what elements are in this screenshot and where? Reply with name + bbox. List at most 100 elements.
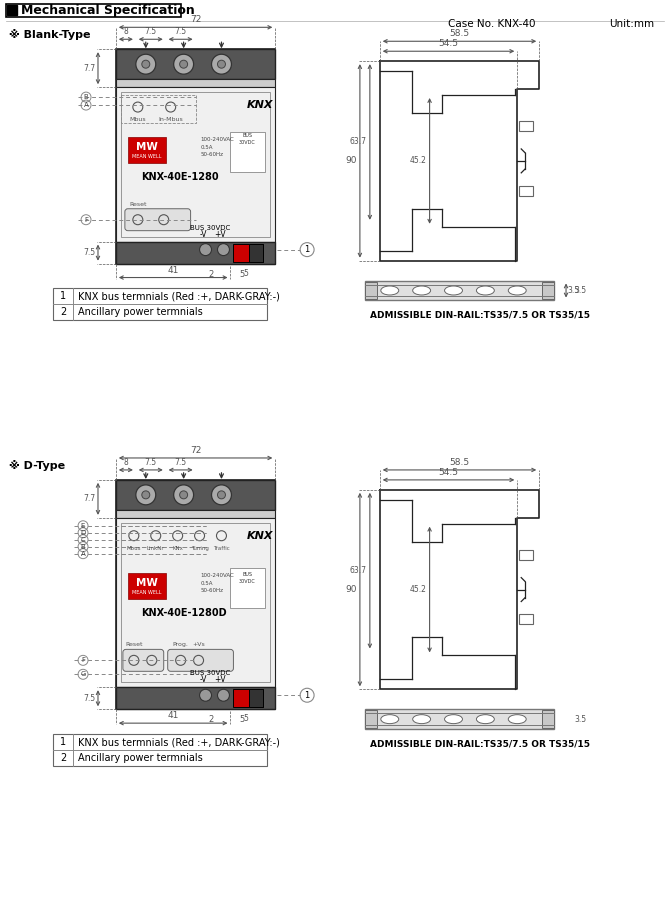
Bar [116, 480, 275, 509]
Bar [233, 689, 263, 707]
Bar [121, 92, 270, 237]
Text: KNX-40E-1280: KNX-40E-1280 [141, 172, 218, 182]
Bar [249, 689, 263, 707]
Bar [53, 289, 267, 320]
Bar [116, 509, 275, 518]
Text: 1: 1 [304, 691, 310, 700]
Bar [116, 79, 275, 87]
Text: LinkNr: LinkNr [147, 545, 165, 551]
Text: 100-240VAC: 100-240VAC [200, 572, 234, 578]
Circle shape [180, 60, 188, 68]
Ellipse shape [476, 286, 494, 295]
Text: -V: -V [200, 230, 207, 239]
Circle shape [174, 54, 194, 74]
Text: Mbus: Mbus [127, 545, 141, 551]
Text: E: E [81, 523, 85, 528]
Text: Case No. KNX-40: Case No. KNX-40 [448, 20, 535, 30]
Text: 1: 1 [60, 292, 66, 301]
Text: 7.5: 7.5 [83, 248, 95, 257]
Text: 7.7: 7.7 [83, 64, 95, 73]
Circle shape [136, 485, 155, 505]
Text: 30VDC: 30VDC [239, 579, 256, 584]
Text: 41: 41 [168, 266, 179, 274]
Text: 90: 90 [346, 156, 357, 165]
Circle shape [218, 491, 226, 499]
Text: KNX bus termnials (Red :+, DARK-GRAY:-): KNX bus termnials (Red :+, DARK-GRAY:-) [78, 737, 280, 747]
Text: A: A [80, 551, 85, 557]
Bar [519, 121, 533, 131]
Text: 3.5: 3.5 [574, 715, 586, 724]
Text: 90: 90 [346, 585, 357, 594]
Ellipse shape [444, 286, 462, 295]
Bar [116, 87, 275, 241]
Text: Tuning: Tuning [191, 545, 208, 551]
Text: MEAN WELL: MEAN WELL [132, 154, 161, 160]
Bar [365, 281, 554, 300]
Text: 5: 5 [240, 715, 245, 724]
Text: BUS 30VDC: BUS 30VDC [190, 224, 230, 231]
Text: B: B [84, 94, 88, 100]
Bar [116, 687, 275, 710]
Text: Prog.: Prog. [173, 642, 188, 648]
Text: BUS: BUS [243, 133, 253, 138]
Text: ※ D-Type: ※ D-Type [9, 460, 66, 471]
Text: 45.2: 45.2 [410, 156, 427, 165]
Ellipse shape [509, 286, 526, 295]
Text: Ancillary power termnials: Ancillary power termnials [78, 308, 203, 318]
Text: +V: +V [214, 230, 226, 239]
Circle shape [180, 491, 188, 499]
Text: 3.5: 3.5 [568, 286, 580, 295]
Circle shape [174, 485, 194, 505]
Text: 5: 5 [243, 714, 248, 723]
Bar [233, 244, 263, 262]
Text: 72: 72 [190, 446, 201, 455]
Bar [121, 523, 270, 683]
Bar [128, 572, 165, 598]
Text: 54.5: 54.5 [439, 39, 458, 48]
Text: 50-60Hz: 50-60Hz [200, 152, 224, 157]
Bar [542, 282, 554, 300]
Bar [365, 710, 554, 729]
Text: F: F [81, 658, 85, 664]
Text: 58.5: 58.5 [450, 30, 470, 39]
Ellipse shape [381, 286, 399, 295]
Bar [53, 734, 267, 766]
Bar [7, 4, 181, 17]
Text: 7.5: 7.5 [175, 27, 187, 36]
Text: F: F [84, 217, 88, 222]
Bar [542, 710, 554, 728]
Text: Traffic: Traffic [213, 545, 230, 551]
Ellipse shape [509, 715, 526, 724]
Circle shape [218, 689, 229, 701]
FancyBboxPatch shape [123, 649, 163, 671]
Text: ADMISSIBLE DIN-RAIL:TS35/7.5 OR TS35/15: ADMISSIBLE DIN-RAIL:TS35/7.5 OR TS35/15 [370, 310, 590, 319]
Circle shape [142, 60, 150, 68]
Text: 63.7: 63.7 [350, 566, 367, 575]
Bar [116, 518, 275, 687]
Circle shape [136, 54, 155, 74]
Ellipse shape [381, 715, 399, 724]
Text: B: B [80, 544, 85, 550]
Text: 0.5A: 0.5A [200, 145, 213, 150]
Text: 3.5: 3.5 [574, 286, 586, 295]
Bar [249, 244, 263, 262]
Text: 63.7: 63.7 [350, 137, 367, 146]
Bar [519, 186, 533, 196]
Text: 45.2: 45.2 [410, 585, 427, 594]
Text: 7.5: 7.5 [145, 458, 157, 467]
Text: 30VDC: 30VDC [239, 140, 256, 145]
Text: 58.5: 58.5 [450, 458, 470, 467]
Text: 7.5: 7.5 [175, 458, 187, 467]
Text: -V: -V [200, 675, 207, 684]
Text: G: G [80, 671, 86, 677]
Bar [519, 550, 533, 560]
FancyBboxPatch shape [168, 649, 233, 671]
Ellipse shape [444, 715, 462, 724]
Circle shape [218, 60, 226, 68]
Circle shape [212, 54, 231, 74]
Text: KNX: KNX [247, 100, 273, 110]
Ellipse shape [413, 286, 431, 295]
Text: ADMISSIBLE DIN-RAIL:TS35/7.5 OR TS35/15: ADMISSIBLE DIN-RAIL:TS35/7.5 OR TS35/15 [370, 739, 590, 748]
Text: 41: 41 [168, 711, 179, 720]
Text: MW: MW [136, 578, 157, 588]
